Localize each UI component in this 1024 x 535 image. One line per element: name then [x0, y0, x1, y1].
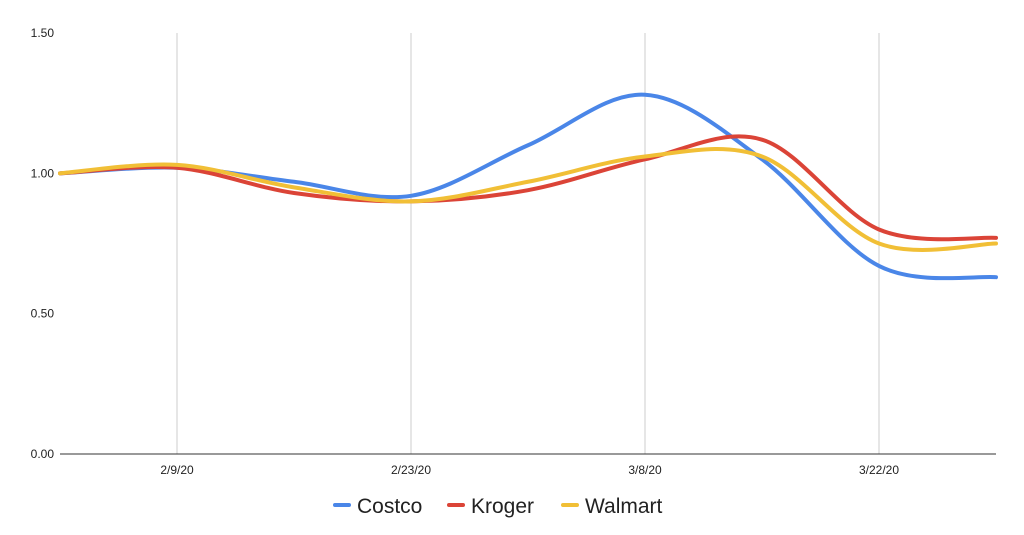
- y-tick-label: 1.00: [31, 166, 55, 180]
- gridlines: [176, 33, 880, 454]
- tick-labels: 2/9/20 2/23/20 3/8/20 3/22/20 0.00 0.50 1.00 1.…: [31, 26, 900, 477]
- legend-label: Walmart: [585, 495, 663, 518]
- series-line-walmart: [58, 147, 998, 252]
- legend-label: Costco: [357, 495, 422, 518]
- y-tick-label: 0.00: [31, 447, 55, 461]
- x-tick-label: 2/23/20: [391, 463, 431, 477]
- series-line-costco: [58, 92, 998, 281]
- series-lines: [58, 92, 998, 281]
- x-tick-label: 3/22/20: [859, 463, 899, 477]
- y-tick-label: 1.50: [31, 26, 55, 40]
- legend[interactable]: Costco Kroger Walmart: [333, 495, 663, 518]
- legend-item-kroger[interactable]: Kroger: [447, 495, 534, 518]
- series-line-kroger: [58, 134, 998, 242]
- x-tick-label: 3/8/20: [628, 463, 662, 477]
- legend-item-walmart[interactable]: Walmart: [561, 495, 663, 518]
- y-tick-label: 0.50: [31, 307, 55, 321]
- legend-label: Kroger: [471, 495, 534, 518]
- x-tick-label: 2/9/20: [160, 463, 194, 477]
- legend-item-costco[interactable]: Costco: [333, 495, 422, 518]
